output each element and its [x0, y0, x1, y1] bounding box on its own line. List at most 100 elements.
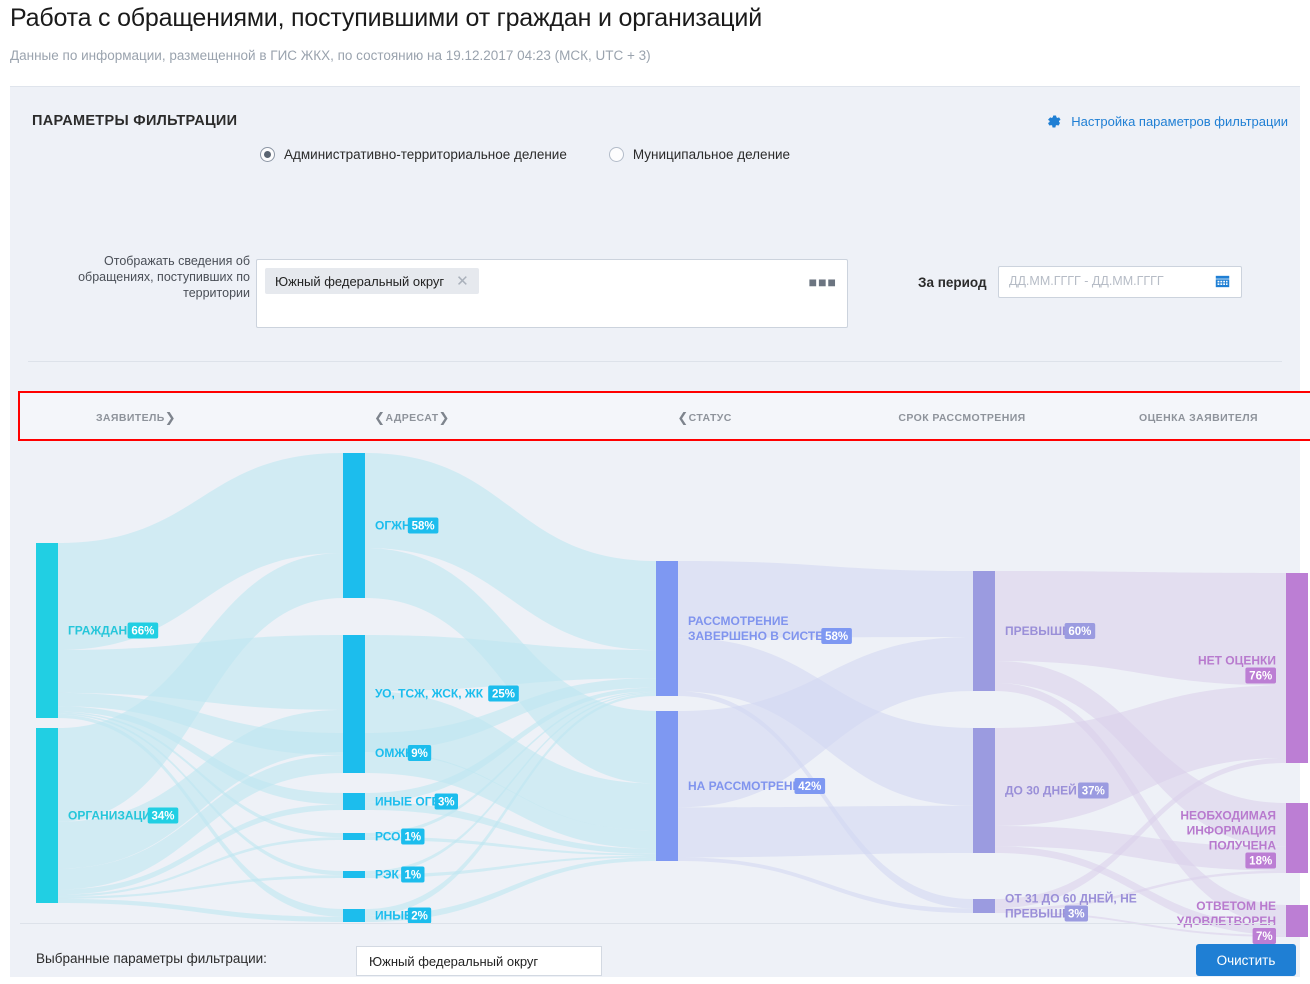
- territory-multiselect[interactable]: Южный федеральный округ ✕ ■■■: [256, 259, 848, 328]
- column-header-addressee[interactable]: ❮ АДРЕСАТ ❯: [252, 393, 572, 443]
- sankey-link[interactable]: [995, 571, 1286, 686]
- sankey-node-badge-value: 66%: [131, 626, 154, 638]
- sankey-node-label: УО, ТСЖ, ЖСК, ЖК: [375, 687, 484, 701]
- sankey-link[interactable]: [58, 898, 343, 922]
- sankey-node[interactable]: [343, 635, 365, 752]
- sankey-link[interactable]: [995, 683, 1286, 925]
- column-header-applicant[interactable]: ЗАЯВИТЕЛЬ ❯: [20, 393, 252, 443]
- sankey-link[interactable]: [58, 553, 343, 822]
- filter-settings-link[interactable]: Настройка параметров фильтрации: [1044, 112, 1288, 131]
- column-header-applicant-rating[interactable]: ОЦЕНКА ЗАЯВИТЕЛЯ: [1087, 393, 1310, 443]
- sankey-link[interactable]: [995, 911, 1286, 937]
- sankey-link[interactable]: [365, 857, 656, 922]
- sankey-node[interactable]: [1286, 905, 1308, 937]
- sankey-node-label: ОТВЕТОМ НЕ: [1196, 899, 1276, 913]
- sankey-link[interactable]: [365, 635, 656, 692]
- filter-panel: ПАРАМЕТРЫ ФИЛЬТРАЦИИ Настройка параметро…: [10, 86, 1310, 977]
- panel-divider: [28, 361, 1282, 362]
- sankey-link[interactable]: [365, 687, 656, 803]
- sankey-link[interactable]: [58, 804, 343, 895]
- sankey-link[interactable]: [58, 755, 343, 890]
- sankey-node-badge: [794, 778, 826, 794]
- sankey-node-label: ИНФОРМАЦИЯ: [1187, 824, 1276, 838]
- sankey-link[interactable]: [365, 836, 656, 856]
- sankey-node-badge-value: 42%: [798, 781, 821, 793]
- sankey-node-badge-value: 1%: [404, 832, 421, 844]
- sankey-node-badge-value: 37%: [1082, 786, 1105, 798]
- sankey-link[interactable]: [365, 678, 656, 751]
- sankey-link[interactable]: [365, 693, 656, 916]
- sankey-link[interactable]: [678, 561, 973, 638]
- sankey-node-badge: [127, 622, 159, 639]
- sankey-link[interactable]: [58, 453, 343, 651]
- division-radio-group: Административно-территориальное деление …: [260, 147, 790, 162]
- close-icon[interactable]: ✕: [456, 272, 469, 290]
- column-header-status[interactable]: ❮ СТАТУС: [572, 393, 837, 443]
- calendar-icon[interactable]: [1214, 273, 1231, 290]
- sankey-node[interactable]: [973, 571, 995, 691]
- sankey-node[interactable]: [343, 833, 365, 840]
- period-placeholder: ДД.ММ.ГГГГ - ДД.ММ.ГГГГ: [1009, 274, 1164, 288]
- sankey-node[interactable]: [343, 909, 365, 922]
- radio-administrative-division[interactable]: Административно-территориальное деление: [260, 147, 567, 162]
- sankey-node-badge-value: 58%: [412, 521, 435, 533]
- sankey-link[interactable]: [995, 685, 1286, 826]
- sankey-link[interactable]: [995, 870, 1286, 912]
- sankey-link[interactable]: [58, 875, 343, 899]
- chevron-left-icon[interactable]: ❮: [374, 410, 386, 425]
- territory-chip[interactable]: Южный федеральный округ ✕: [265, 268, 479, 294]
- sankey-node-label: ИНЫЕ ОГВ: [375, 795, 441, 809]
- sankey-node-badge: [1245, 667, 1276, 684]
- filter-section-title: ПАРАМЕТРЫ ФИЛЬТРАЦИИ: [32, 113, 238, 129]
- sankey-node[interactable]: [1286, 573, 1308, 763]
- sankey-node[interactable]: [36, 543, 58, 718]
- sankey-link[interactable]: [995, 825, 1286, 871]
- column-header-review-term[interactable]: СРОК РАССМОТРЕНИЯ: [837, 393, 1087, 443]
- ellipsis-icon[interactable]: ■■■: [808, 274, 837, 290]
- sankey-node[interactable]: [343, 453, 365, 598]
- sankey-node-label: РАССМОТРЕНИЕ: [688, 614, 788, 628]
- chevron-left-icon[interactable]: ❮: [677, 410, 689, 425]
- sankey-link[interactable]: [365, 691, 656, 837]
- sankey-node-badge-value: 60%: [1068, 626, 1091, 638]
- selected-filters-label: Выбранные параметры фильтрации:: [36, 951, 267, 966]
- sankey-link[interactable]: [365, 691, 656, 831]
- sankey-link[interactable]: [58, 709, 343, 869]
- sankey-node[interactable]: [36, 728, 58, 903]
- sankey-node[interactable]: [343, 733, 365, 773]
- sankey-link[interactable]: [678, 857, 973, 913]
- sankey-link[interactable]: [678, 691, 973, 909]
- sankey-link[interactable]: [365, 692, 656, 875]
- sankey-link[interactable]: [58, 706, 343, 805]
- sankey-node-label: ОТ 31 ДО 60 ДНЕЙ, НЕ: [1005, 891, 1137, 906]
- sankey-node-badge: [1252, 928, 1276, 944]
- sankey-column-header-bar: ЗАЯВИТЕЛЬ ❯ ❮ АДРЕСАТ ❯ ❮ СТАТУС СРОК РАССМО…: [18, 391, 1310, 441]
- sankey-node[interactable]: [343, 793, 365, 810]
- filter-settings-label: Настройка параметров фильтрации: [1071, 114, 1288, 129]
- sankey-link[interactable]: [365, 750, 656, 849]
- column-header-status-label: СТАТУС: [688, 412, 732, 424]
- sankey-link[interactable]: [678, 805, 973, 858]
- sankey-node[interactable]: [1286, 803, 1308, 873]
- sankey-node[interactable]: [973, 899, 995, 913]
- radio-municipal-division[interactable]: Муниципальное деление: [608, 147, 790, 162]
- sankey-node[interactable]: [973, 728, 995, 853]
- column-header-applicant-rating-label: ОЦЕНКА ЗАЯВИТЕЛЯ: [1139, 412, 1258, 424]
- chevron-right-icon[interactable]: ❯: [164, 410, 177, 425]
- period-input[interactable]: ДД.ММ.ГГГГ - ДД.ММ.ГГГГ: [998, 266, 1242, 298]
- sankey-node-label: ОРГАНИЗАЦИИ: [68, 809, 160, 823]
- clear-button[interactable]: Очистить: [1196, 944, 1296, 976]
- sankey-link[interactable]: [365, 453, 656, 651]
- sankey-node-label: НЕОБХОДИМАЯ: [1180, 809, 1276, 823]
- sankey-node[interactable]: [343, 871, 365, 878]
- sankey-node-badge: [1078, 782, 1109, 799]
- sankey-link[interactable]: [58, 837, 343, 897]
- chevron-right-icon[interactable]: ❯: [438, 410, 450, 425]
- sankey-link[interactable]: [365, 802, 656, 854]
- sankey-node-badge-value: 9%: [411, 748, 428, 760]
- sankey-node[interactable]: [656, 561, 678, 696]
- sankey-node[interactable]: [656, 711, 678, 861]
- sankey-link[interactable]: [365, 855, 656, 878]
- sankey-link[interactable]: [678, 637, 973, 808]
- sankey-link[interactable]: [995, 758, 1286, 909]
